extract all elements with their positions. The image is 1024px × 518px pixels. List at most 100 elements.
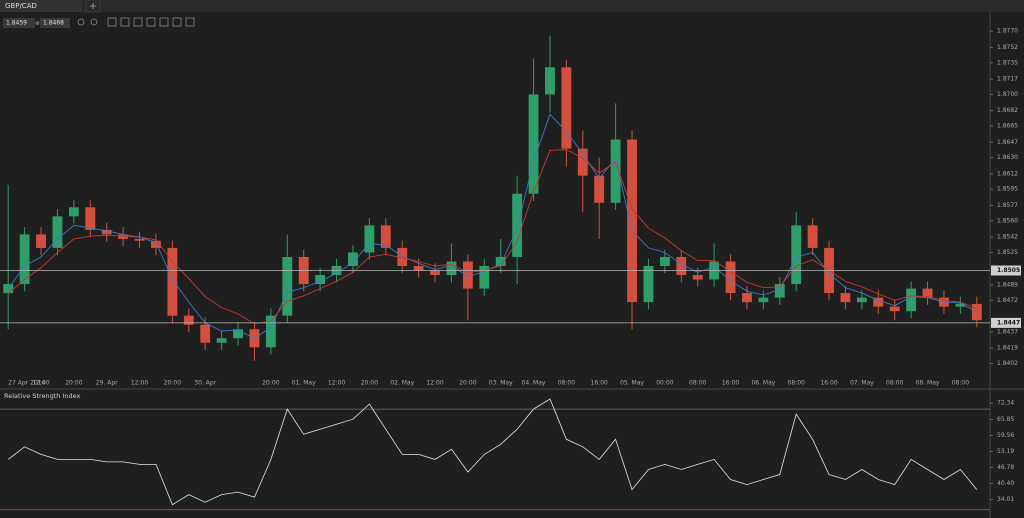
candle-body — [68, 207, 79, 217]
y-tick-label: 1.8630 — [997, 154, 1018, 161]
y-tick-label: 1.8770 — [997, 28, 1018, 35]
y-tick-label: 1.8735 — [997, 59, 1018, 66]
rsi-line — [7, 398, 978, 506]
candle-body — [380, 225, 391, 248]
y-tick-label: 46.78 — [997, 464, 1014, 471]
candle-body — [446, 261, 457, 276]
tool-button[interactable] — [146, 17, 156, 27]
x-tick-label: 03. May — [489, 380, 513, 387]
candle-body — [134, 238, 145, 241]
candle-body — [233, 329, 243, 339]
candle-body — [364, 225, 375, 253]
x-tick-label: 20:00 — [459, 380, 476, 387]
x-tick-label: 06. May — [751, 380, 775, 387]
candle-body — [659, 256, 670, 266]
candle-body — [906, 288, 917, 312]
candle-body — [545, 67, 555, 95]
x-tick-label: 08:00 — [886, 380, 903, 387]
add-icon — [90, 3, 96, 9]
x-tick-label: 07. May — [850, 380, 874, 387]
tab-bar — [0, 0, 1024, 12]
price-level-label: 1.8505 — [997, 267, 1020, 274]
tool-button[interactable] — [172, 17, 182, 27]
y-tick-label: 40.40 — [997, 480, 1014, 487]
y-tick-label: 65.85 — [997, 416, 1014, 423]
rsi-title: Relative Strength Index — [4, 392, 81, 400]
x-tick-label: 16:00 — [591, 380, 608, 387]
x-tick-label: 12:00 — [32, 380, 49, 387]
candle-body — [151, 240, 161, 248]
x-tick-label: 04. May — [522, 380, 546, 387]
candle-body — [955, 303, 966, 307]
y-tick-label: 1.8402 — [997, 360, 1018, 367]
tab[interactable] — [0, 0, 82, 12]
x-tick-label: 00:00 — [656, 380, 673, 387]
candle-body — [856, 297, 867, 303]
y-tick-label: 1.8682 — [997, 107, 1018, 114]
candle-body — [594, 175, 605, 203]
tool-button[interactable] — [107, 17, 117, 27]
tool-button[interactable] — [133, 17, 143, 27]
candle-body — [36, 234, 46, 248]
x-tick-label: 08:00 — [558, 380, 575, 387]
tool-button[interactable] — [159, 17, 169, 27]
x-tick-label: 08. May — [916, 380, 940, 387]
x-tick-label: 01. May — [292, 380, 316, 387]
y-tick-label: 1.8700 — [997, 91, 1018, 98]
x-tick-label: 20:00 — [65, 380, 82, 387]
candle-body — [791, 225, 802, 285]
candle-body — [643, 266, 654, 303]
candle-body — [479, 266, 490, 289]
x-tick-label: 08:00 — [952, 380, 969, 387]
candle-body — [725, 261, 736, 294]
moving-average — [7, 149, 977, 325]
y-tick-label: 1.8612 — [997, 170, 1018, 177]
y-tick-label: 1.8647 — [997, 139, 1018, 146]
candle-body — [889, 306, 900, 312]
x-tick-label: 02. May — [390, 380, 414, 387]
candle-body — [676, 256, 687, 276]
bid-box[interactable] — [3, 18, 35, 28]
tool-button[interactable] — [120, 17, 130, 27]
candle-body — [840, 293, 851, 303]
y-tick-label: 1.8665 — [997, 123, 1018, 130]
spread-dot — [35, 21, 40, 25]
candle-body — [19, 234, 30, 285]
candle-body — [462, 261, 473, 289]
y-tick-label: 1.8437 — [997, 328, 1018, 335]
tab-label: GBP/CAD — [5, 2, 37, 10]
x-tick-label: 30. Apr — [194, 380, 216, 387]
candle-body — [807, 225, 818, 248]
x-tick-label: 08:00 — [788, 380, 805, 387]
ask-price: 1.8468 — [43, 20, 64, 27]
x-tick-label: 16:00 — [820, 380, 837, 387]
candle-body — [627, 139, 637, 303]
x-tick-label: 12:00 — [131, 380, 148, 387]
candle-body — [758, 297, 769, 303]
zoom-out[interactable] — [90, 18, 98, 26]
bid-price: 1.8459 — [6, 20, 27, 27]
tool-button[interactable] — [185, 17, 195, 27]
y-tick-label: 53.19 — [997, 448, 1014, 455]
candle-body — [282, 256, 293, 316]
y-tick-label: 1.8595 — [997, 186, 1018, 193]
ask-box[interactable] — [40, 18, 70, 28]
y-tick-label: 1.8472 — [997, 297, 1018, 304]
candle-body — [922, 288, 933, 298]
y-tick-label: 1.8752 — [997, 44, 1018, 51]
candle-body — [167, 247, 178, 316]
toolbar — [77, 17, 195, 27]
candle-body — [577, 148, 588, 176]
x-tick-label: 29. Apr — [96, 380, 118, 387]
candle-body — [561, 67, 572, 149]
candle-body — [692, 275, 703, 280]
y-tick-label: 1.8525 — [997, 249, 1018, 256]
x-tick-label: 20:00 — [164, 380, 181, 387]
candle-body — [528, 94, 539, 194]
x-tick-label: 16:00 — [722, 380, 739, 387]
zoom-in[interactable] — [77, 18, 85, 26]
candle-body — [85, 207, 96, 230]
candle-body — [873, 297, 884, 307]
